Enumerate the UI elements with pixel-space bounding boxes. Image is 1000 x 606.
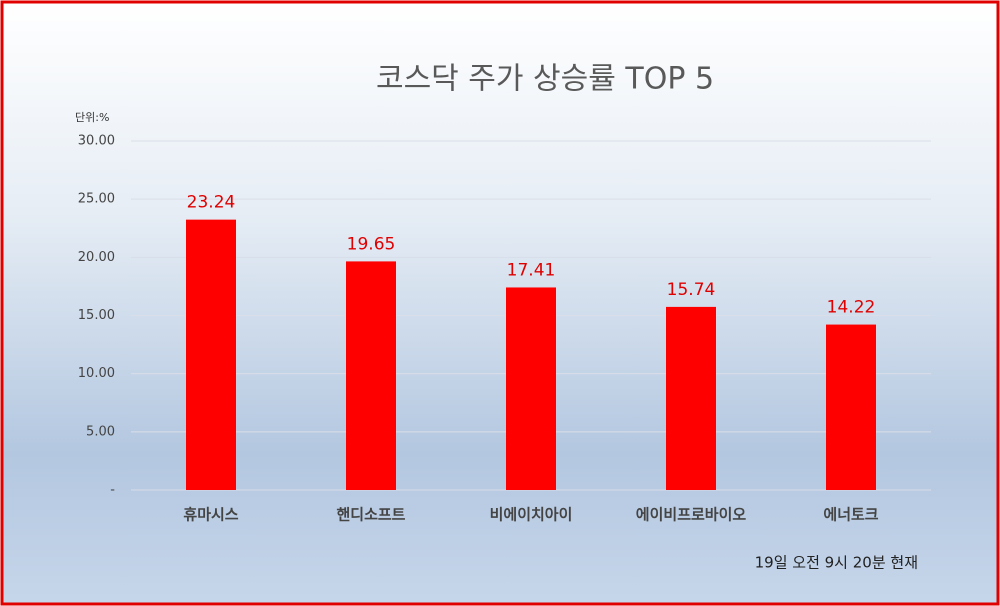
x-tick-label: 비에이치아이 bbox=[490, 506, 573, 524]
x-tick-label: 에이비프로바이오 bbox=[636, 506, 747, 524]
y-tick-label: - bbox=[110, 483, 115, 498]
y-tick-label: 15.00 bbox=[78, 308, 115, 323]
bar bbox=[506, 287, 556, 490]
value-label: 19.65 bbox=[347, 234, 396, 254]
value-label: 15.74 bbox=[667, 280, 716, 300]
bar bbox=[346, 261, 396, 490]
y-tick-label: 30.00 bbox=[78, 134, 115, 149]
y-tick-label: 20.00 bbox=[78, 250, 115, 265]
x-tick-label: 핸디소프트 bbox=[336, 506, 405, 524]
value-label: 17.41 bbox=[507, 260, 556, 280]
unit-label: 단위:% bbox=[75, 111, 109, 124]
x-tick-label: 휴마시스 bbox=[183, 506, 238, 524]
y-tick-label: 10.00 bbox=[78, 366, 115, 381]
bar bbox=[666, 306, 716, 490]
bar bbox=[186, 219, 236, 490]
note: 19일 오전 9시 20분 현재 bbox=[755, 554, 918, 572]
y-tick-label: 5.00 bbox=[86, 424, 115, 439]
value-label: 23.24 bbox=[187, 193, 236, 213]
value-label: 14.22 bbox=[827, 298, 876, 318]
x-tick-label: 에너토크 bbox=[823, 506, 878, 524]
bar bbox=[826, 324, 876, 490]
y-tick-label: 25.00 bbox=[78, 192, 115, 207]
chart-title: 코스닥 주가 상승률 TOP 5 bbox=[376, 62, 714, 97]
